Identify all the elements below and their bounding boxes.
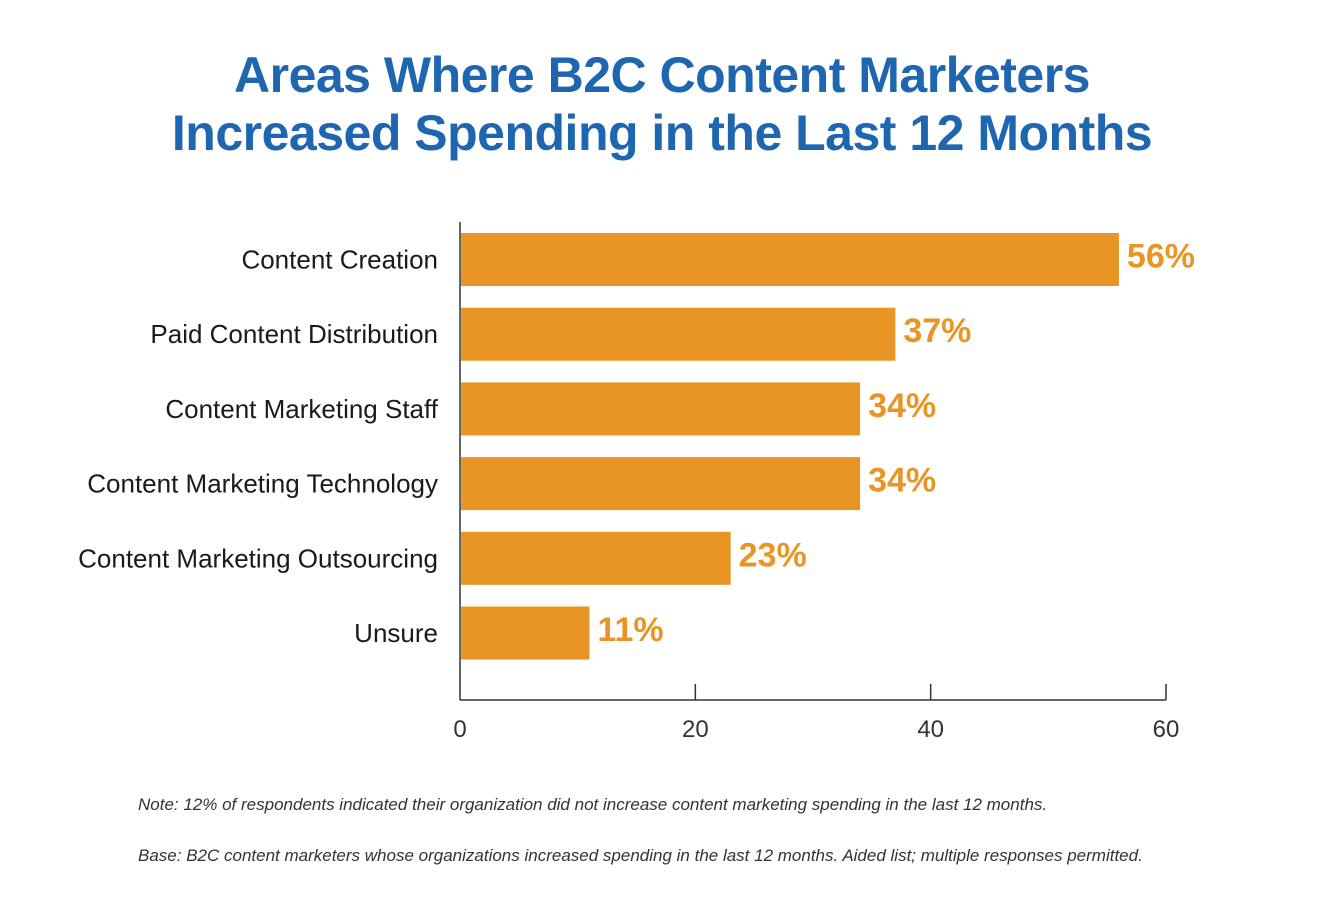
bar-2 xyxy=(461,382,861,436)
data-label-3: 34% xyxy=(868,462,936,500)
chart-title-line-1: Areas Where B2C Content Marketers xyxy=(234,47,1091,103)
x-tick-label-3: 60 xyxy=(1153,716,1180,743)
bar-4 xyxy=(461,531,731,585)
category-label-5: Unsure xyxy=(354,618,438,648)
x-tick-label-1: 20 xyxy=(682,716,709,743)
chart-title-line-2: Increased Spending in the Last 12 Months xyxy=(171,105,1153,161)
footnote-note: Note: 12% of respondents indicated their… xyxy=(138,795,1048,814)
category-label-2: Content Marketing Staff xyxy=(165,394,438,424)
category-label-3: Content Marketing Technology xyxy=(87,469,438,499)
bar-3 xyxy=(461,457,861,511)
data-label-0: 56% xyxy=(1127,238,1195,276)
data-label-4: 23% xyxy=(739,536,807,574)
data-label-5: 11% xyxy=(597,611,663,649)
data-label-2: 34% xyxy=(868,387,936,425)
category-label-1: Paid Content Distribution xyxy=(150,319,438,349)
bar-0 xyxy=(461,233,1119,286)
x-tick-label-2: 40 xyxy=(917,716,944,743)
data-label-1: 37% xyxy=(903,312,971,350)
footnote-base: Base: B2C content marketers whose organi… xyxy=(138,846,1143,865)
category-label-0: Content Creation xyxy=(241,245,438,275)
chart-title: Areas Where B2C Content Marketers Increa… xyxy=(0,46,1324,162)
x-tick-label-0: 0 xyxy=(453,716,466,743)
bar-1 xyxy=(461,307,896,361)
category-label-4: Content Marketing Outsourcing xyxy=(78,543,438,573)
bar-5 xyxy=(461,606,590,660)
